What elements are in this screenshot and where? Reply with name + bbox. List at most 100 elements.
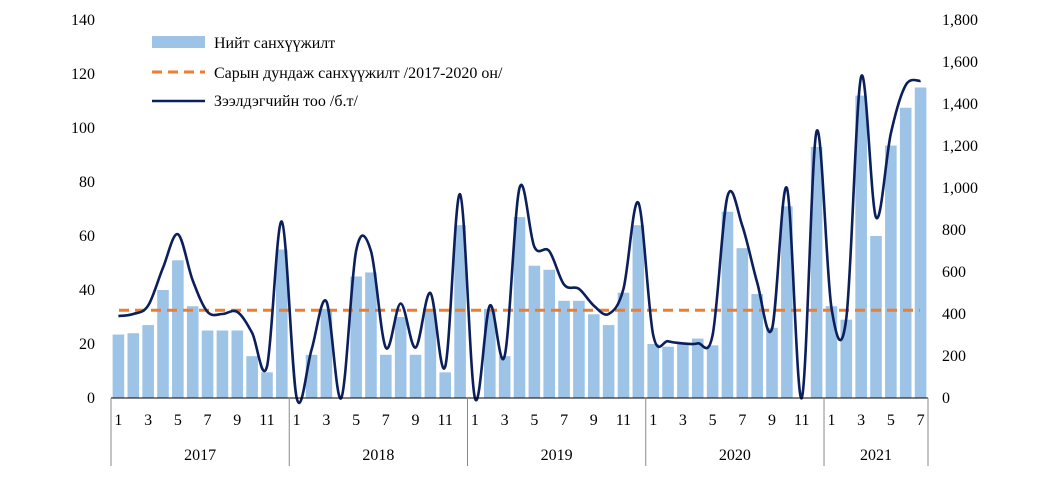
bar xyxy=(810,146,823,398)
bar xyxy=(246,356,258,398)
bar xyxy=(112,334,125,398)
bar xyxy=(409,354,422,398)
month-tick-label: 1 xyxy=(649,412,657,429)
bar xyxy=(825,306,838,398)
right-tick-label: 200 xyxy=(942,348,966,365)
left-tick-label: 0 xyxy=(87,390,95,407)
month-tick-label: 9 xyxy=(768,412,776,429)
bar xyxy=(394,317,407,398)
bar xyxy=(216,330,229,398)
bar xyxy=(617,292,630,398)
legend-label-borrowers: Зээлдэгчийн тоо /б.т/ xyxy=(214,93,359,110)
month-tick-label: 7 xyxy=(560,412,568,429)
month-tick-label: 7 xyxy=(382,412,390,429)
year-label: 2017 xyxy=(184,447,216,464)
left-tick-label: 140 xyxy=(71,12,95,29)
month-tick-label: 3 xyxy=(144,412,152,429)
bar xyxy=(736,248,749,398)
bar xyxy=(231,330,244,398)
bar xyxy=(647,344,659,398)
month-tick-label: 5 xyxy=(887,412,895,429)
bar xyxy=(781,206,793,398)
bar xyxy=(305,354,318,398)
left-tick-label: 60 xyxy=(79,228,95,245)
month-tick-label: 3 xyxy=(857,412,865,429)
right-tick-label: 400 xyxy=(942,306,966,323)
right-tick-label: 1,400 xyxy=(942,96,978,113)
bar xyxy=(691,338,704,398)
bars-layer xyxy=(112,87,927,398)
bar xyxy=(142,325,154,398)
month-tick-label: 9 xyxy=(233,412,241,429)
month-tick-label: 11 xyxy=(616,412,631,429)
bar xyxy=(662,346,674,398)
bar xyxy=(261,372,273,398)
right-tick-label: 1,000 xyxy=(942,180,978,197)
right-tick-label: 1,800 xyxy=(942,12,978,29)
bar xyxy=(201,330,214,398)
legend-label-average: Сарын дундаж санхүүжилт /2017-2020 он/ xyxy=(214,65,503,82)
bar xyxy=(424,308,437,398)
bar xyxy=(513,217,526,398)
month-tick-label: 9 xyxy=(412,412,420,429)
axes-layer: 0 20 40 60 80 100 120 140 0 200 400 600 800 1,000 1,20… xyxy=(71,12,978,466)
year-label: 2018 xyxy=(362,447,394,464)
right-tick-label: 1,200 xyxy=(942,138,978,155)
bar xyxy=(350,276,362,398)
legend-label-total-financing: Нийт санхүүжилт xyxy=(214,35,335,52)
right-tick-label: 1,600 xyxy=(942,54,978,71)
bar xyxy=(157,290,169,398)
bar xyxy=(320,308,333,398)
right-tick-label: 0 xyxy=(942,390,950,407)
borrower-line-layer xyxy=(118,74,921,405)
bar xyxy=(380,354,392,398)
bar xyxy=(855,95,867,398)
borrower-line xyxy=(118,74,921,405)
month-tick-label: 9 xyxy=(590,412,598,429)
bar xyxy=(439,372,452,398)
bar xyxy=(172,260,184,398)
left-tick-label: 40 xyxy=(79,282,95,299)
month-tick-label: 7 xyxy=(738,412,746,429)
bar xyxy=(751,294,763,398)
month-tick-label: 11 xyxy=(259,412,274,429)
month-tick-label: 5 xyxy=(174,412,182,429)
bar xyxy=(528,265,541,398)
bar xyxy=(766,327,778,398)
month-tick-label: 7 xyxy=(204,412,212,429)
month-tick-label: 1 xyxy=(827,412,835,429)
month-tick-label: 5 xyxy=(530,412,538,429)
month-tick-label: 1 xyxy=(114,412,122,429)
month-tick-label: 11 xyxy=(794,412,809,429)
month-tick-label: 1 xyxy=(293,412,301,429)
left-tick-label: 100 xyxy=(71,120,95,137)
legend: Нийт санхүүжилт Сарын дундаж санхүүжилт … xyxy=(152,35,503,110)
bar xyxy=(365,272,377,398)
left-tick-label: 120 xyxy=(71,66,95,83)
right-tick-label: 800 xyxy=(942,222,966,239)
bar xyxy=(127,333,140,398)
bar xyxy=(587,314,600,398)
bar xyxy=(706,345,719,398)
year-label: 2019 xyxy=(541,447,573,464)
month-tick-label: 1 xyxy=(471,412,479,429)
right-tick-label: 600 xyxy=(942,264,966,281)
bar xyxy=(498,356,511,398)
bar xyxy=(885,145,897,398)
month-tick-label: 11 xyxy=(438,412,453,429)
month-tick-label: 7 xyxy=(917,412,925,429)
month-tick-label: 3 xyxy=(322,412,330,429)
bar xyxy=(899,107,912,398)
year-label: 2020 xyxy=(719,447,751,464)
month-tick-label: 3 xyxy=(501,412,509,429)
left-tick-label: 80 xyxy=(79,174,95,191)
bar xyxy=(276,249,288,398)
left-tick-label: 20 xyxy=(79,336,95,353)
bar xyxy=(677,344,689,398)
bar xyxy=(870,236,882,398)
year-label: 2021 xyxy=(860,447,892,464)
month-tick-label: 5 xyxy=(352,412,360,429)
bar xyxy=(840,319,853,398)
bar xyxy=(602,325,615,398)
